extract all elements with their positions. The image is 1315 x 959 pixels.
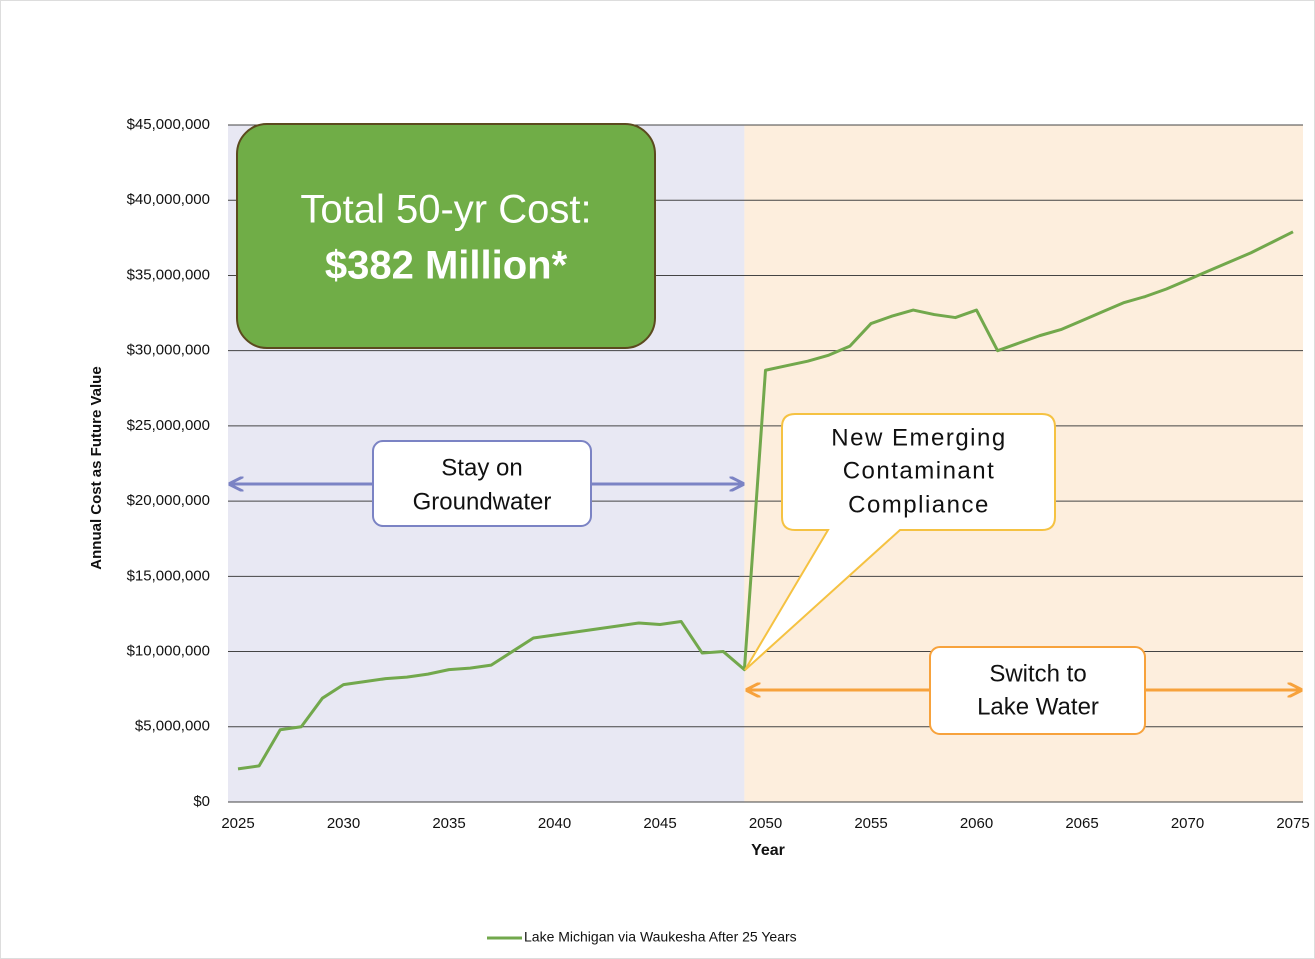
x-tick-label: 2025 bbox=[221, 815, 254, 832]
x-tick-label: 2030 bbox=[327, 815, 360, 832]
x-tick-label: 2040 bbox=[538, 815, 571, 832]
callout bbox=[744, 413, 1056, 671]
annotation-text: Lake Water bbox=[977, 693, 1099, 720]
cost-value: $382 Million* bbox=[325, 244, 568, 288]
y-tick-label: $20,000,000 bbox=[127, 492, 210, 509]
y-tick-label: $30,000,000 bbox=[127, 342, 210, 359]
y-tick-label: $15,000,000 bbox=[127, 567, 210, 584]
y-tick-label: $0 bbox=[193, 793, 210, 810]
lake-box bbox=[929, 646, 1146, 735]
annotation-text: Compliance bbox=[848, 491, 990, 518]
x-tick-label: 2075 bbox=[1276, 815, 1309, 832]
annotation-text: Groundwater bbox=[413, 488, 552, 515]
x-axis-label: Year bbox=[751, 842, 785, 859]
legend-label: Lake Michigan via Waukesha After 25 Year… bbox=[524, 929, 797, 945]
x-tick-label: 2065 bbox=[1065, 815, 1098, 832]
annotation-text: Stay on bbox=[441, 454, 522, 481]
annotations: Total 50-yr Cost: $382 Million* Stay on … bbox=[230, 123, 1301, 735]
cost-label: Total 50-yr Cost: bbox=[300, 188, 591, 232]
y-tick-label: $10,000,000 bbox=[127, 643, 210, 660]
y-tick-label: $35,000,000 bbox=[127, 266, 210, 283]
x-tick-label: 2055 bbox=[854, 815, 887, 832]
groundwater-box bbox=[372, 440, 592, 527]
annotation-text: New Emerging bbox=[831, 424, 1006, 451]
x-tick-label: 2045 bbox=[643, 815, 676, 832]
y-tick-label: $40,000,000 bbox=[127, 191, 210, 208]
cost-box bbox=[236, 123, 656, 349]
x-tick-label: 2050 bbox=[749, 815, 782, 832]
line-series bbox=[237, 230, 1294, 771]
annotation-text: Contaminant bbox=[843, 457, 996, 484]
x-tick-label: 2070 bbox=[1171, 815, 1204, 832]
y-tick-label: $25,000,000 bbox=[127, 417, 210, 434]
annotation-text: Switch to bbox=[989, 660, 1086, 687]
y-tick-label: $5,000,000 bbox=[135, 718, 210, 735]
y-axis-label: Annual Cost as Future Value bbox=[88, 366, 105, 569]
y-tick-label: $45,000,000 bbox=[127, 116, 210, 133]
x-tick-label: 2060 bbox=[960, 815, 993, 832]
x-tick-label: 2035 bbox=[432, 815, 465, 832]
